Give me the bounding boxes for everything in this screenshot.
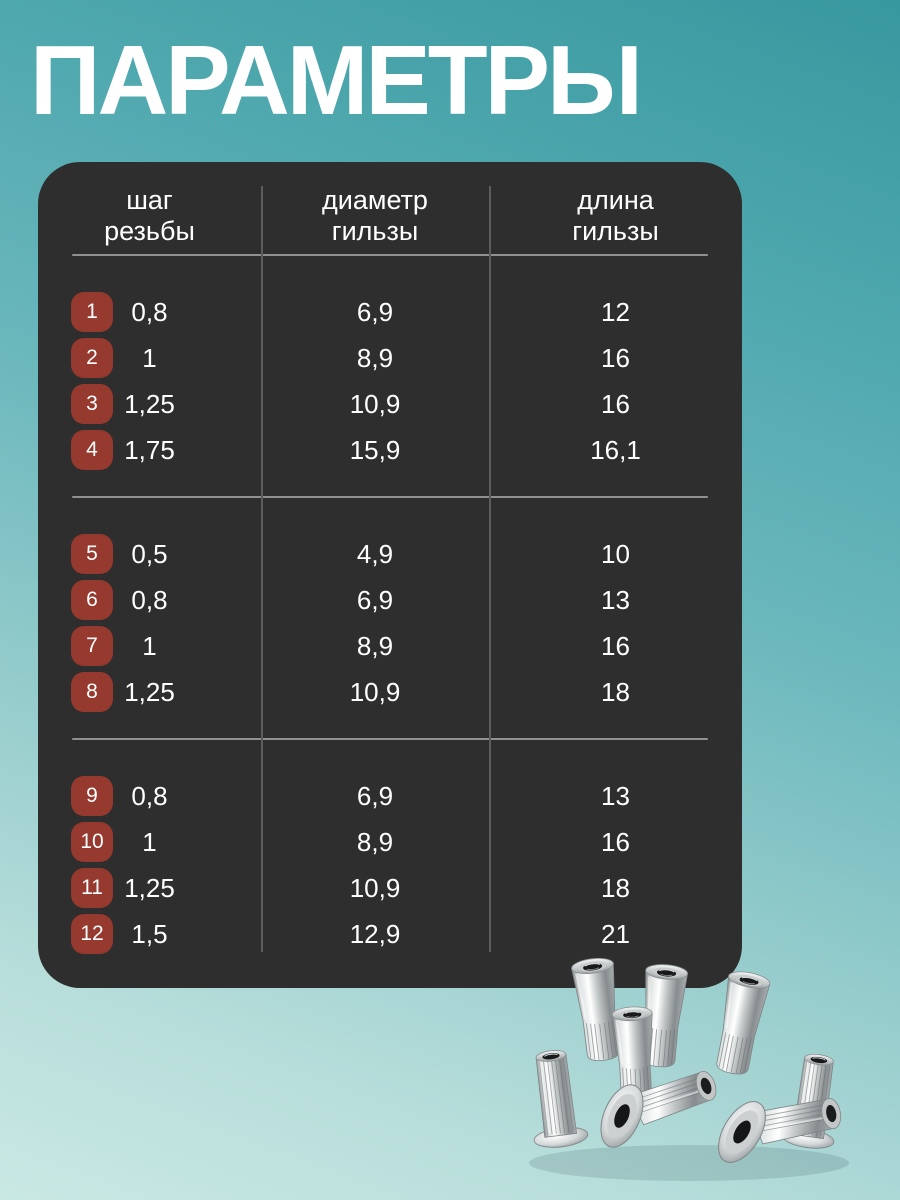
diameter-value: 8,9 <box>356 342 394 373</box>
pitch-value: 1 <box>142 342 157 373</box>
length-value: 16 <box>601 826 630 857</box>
diameter-value: 6,9 <box>356 584 394 615</box>
row-number-badge: 3 <box>71 384 113 424</box>
table-row: 11 1,25 10,9 18 <box>38 865 742 911</box>
row-number-badge: 5 <box>71 534 113 574</box>
row-number-badge: 9 <box>71 776 113 816</box>
column-header-length: длина гильзы <box>572 185 659 246</box>
length-value: 12 <box>601 296 630 327</box>
length-value: 16 <box>601 388 630 419</box>
diameter-value: 8,9 <box>356 826 394 857</box>
diameter-value: 15,9 <box>349 434 401 465</box>
table-row: 9 0,8 6,9 13 <box>38 773 742 819</box>
rivet-nut <box>709 967 773 1079</box>
pitch-value: 1 <box>142 630 157 661</box>
pitch-value: 1,25 <box>124 676 175 707</box>
row-number-badge: 1 <box>71 292 113 332</box>
length-value: 18 <box>601 872 630 903</box>
column-header-diameter: диаметр гильзы <box>322 185 428 246</box>
table-row: 8 1,25 10,9 18 <box>38 669 742 715</box>
pitch-value: 1,25 <box>124 388 175 419</box>
column-divider <box>489 186 491 952</box>
diameter-value: 10,9 <box>349 388 401 419</box>
pitch-value: 1,75 <box>124 434 175 465</box>
pitch-value: 0,8 <box>131 780 168 811</box>
group-separator <box>72 738 708 740</box>
rivet-nut <box>591 1063 722 1158</box>
page-title: ПАРАМЕТРЫ <box>30 25 643 135</box>
length-value: 10 <box>601 538 630 569</box>
length-value: 18 <box>601 676 630 707</box>
table-row: 1 0,8 6,9 12 <box>38 289 742 335</box>
pitch-value: 1 <box>142 826 157 857</box>
pitch-value: 0,5 <box>131 538 168 569</box>
length-value: 21 <box>601 918 630 949</box>
diameter-value: 8,9 <box>356 630 394 661</box>
row-number-badge: 7 <box>71 626 113 666</box>
diameter-value: 6,9 <box>356 780 394 811</box>
length-value: 13 <box>601 584 630 615</box>
length-value: 16 <box>601 342 630 373</box>
length-value: 16,1 <box>590 434 641 465</box>
group-separator <box>72 496 708 498</box>
row-number-badge: 6 <box>71 580 113 620</box>
diameter-value: 6,9 <box>356 296 394 327</box>
diameter-value: 10,9 <box>349 872 401 903</box>
group-separator <box>72 254 708 256</box>
diameter-value: 12,9 <box>349 918 401 949</box>
row-number-badge: 8 <box>71 672 113 712</box>
row-number-badge: 10 <box>71 822 113 862</box>
table-row: 10 1 8,9 16 <box>38 819 742 865</box>
photo-shadow <box>529 1145 849 1181</box>
table-row: 12 1,5 12,9 21 <box>38 911 742 957</box>
pitch-value: 0,8 <box>131 296 168 327</box>
table-header-row: шаг резьбы диаметр гильзы длина гильзы <box>38 162 742 254</box>
pitch-value: 1,25 <box>124 872 175 903</box>
diameter-value: 10,9 <box>349 676 401 707</box>
pitch-value: 0,8 <box>131 584 168 615</box>
length-value: 16 <box>601 630 630 661</box>
row-number-badge: 11 <box>71 868 113 908</box>
rivet-nuts-photo <box>522 955 850 1188</box>
table-row: 5 0,5 4,9 10 <box>38 531 742 577</box>
parameters-table: шаг резьбы диаметр гильзы длина гильзы 1… <box>38 162 742 988</box>
table-group: 9 0,8 6,9 13 10 1 8,9 16 11 1,25 10,9 18 12… <box>38 740 742 980</box>
rivet-nut <box>522 1046 590 1152</box>
table-row: 4 1,75 15,9 16,1 <box>38 427 742 473</box>
column-header-pitch: шаг резьбы <box>104 185 195 246</box>
row-number-badge: 4 <box>71 430 113 470</box>
table-row: 6 0,8 6,9 13 <box>38 577 742 623</box>
pitch-value: 1,5 <box>131 918 168 949</box>
column-divider <box>261 186 263 952</box>
row-number-badge: 12 <box>71 914 113 954</box>
table-row: 3 1,25 10,9 16 <box>38 381 742 427</box>
diameter-value: 4,9 <box>356 538 394 569</box>
row-number-badge: 2 <box>71 338 113 378</box>
length-value: 13 <box>601 780 630 811</box>
